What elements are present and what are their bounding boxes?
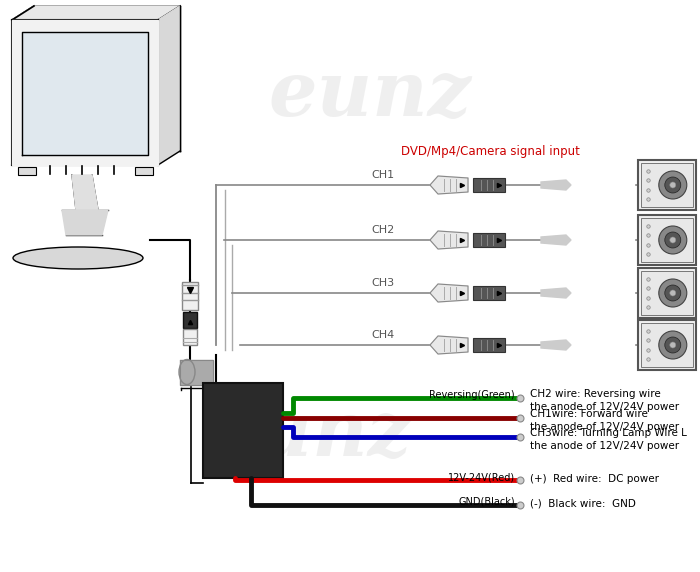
Bar (183, 312, 197, 328)
Bar (183, 329, 197, 345)
Polygon shape (12, 20, 158, 165)
Text: DVD/Mp4/Camera signal input: DVD/Mp4/Camera signal input (400, 145, 580, 158)
Text: eunz: eunz (269, 58, 472, 132)
Bar (18, 167, 36, 175)
Circle shape (659, 331, 687, 359)
Polygon shape (158, 6, 180, 165)
Bar (641, 218, 693, 262)
Polygon shape (12, 6, 180, 20)
Circle shape (670, 182, 676, 188)
Text: CH2 wire: Reversing wire: CH2 wire: Reversing wire (530, 389, 661, 399)
Bar (641, 271, 693, 315)
Text: the anode of 12V/24V power: the anode of 12V/24V power (530, 422, 679, 432)
Circle shape (665, 285, 681, 301)
Text: the anode of 12V/24V power: the anode of 12V/24V power (530, 402, 679, 412)
Text: GND(Black): GND(Black) (458, 497, 515, 507)
Polygon shape (541, 340, 571, 350)
Bar (638, 160, 696, 210)
Bar (638, 215, 696, 265)
Text: the anode of 12V/24V power: the anode of 12V/24V power (530, 441, 679, 451)
Bar (638, 320, 696, 370)
Ellipse shape (179, 359, 195, 384)
Bar (203, 383, 283, 478)
Polygon shape (62, 210, 108, 235)
Circle shape (665, 177, 681, 193)
Bar (182, 282, 198, 310)
Text: (+)  Red wire:  DC power: (+) Red wire: DC power (530, 474, 659, 484)
Text: CH1: CH1 (372, 170, 395, 180)
Bar (473, 338, 505, 352)
Text: CH3: CH3 (372, 278, 395, 288)
Polygon shape (541, 288, 571, 298)
Polygon shape (430, 231, 468, 249)
Text: eunz: eunz (209, 398, 412, 472)
Text: 12V-24V(Red): 12V-24V(Red) (448, 472, 515, 482)
Circle shape (665, 337, 681, 353)
Polygon shape (430, 284, 468, 302)
Circle shape (670, 237, 676, 243)
Polygon shape (180, 360, 213, 385)
Bar (638, 268, 696, 318)
Text: CH1wire: Forward wire: CH1wire: Forward wire (530, 409, 648, 419)
Polygon shape (72, 175, 98, 210)
Polygon shape (430, 176, 468, 194)
Polygon shape (22, 32, 148, 155)
Text: CH3wire: Turning Lamp Wire L: CH3wire: Turning Lamp Wire L (530, 428, 687, 438)
Polygon shape (430, 336, 468, 354)
Circle shape (659, 171, 687, 199)
Polygon shape (541, 180, 571, 190)
Circle shape (665, 232, 681, 248)
Circle shape (670, 290, 676, 296)
Bar (641, 323, 693, 367)
Circle shape (659, 226, 687, 254)
Circle shape (659, 279, 687, 307)
Text: (-)  Black wire:  GND: (-) Black wire: GND (530, 499, 636, 509)
Polygon shape (541, 235, 571, 245)
Bar (641, 163, 693, 207)
Text: CH4: CH4 (372, 330, 395, 340)
Bar (473, 233, 505, 247)
Text: CH2: CH2 (372, 225, 395, 235)
Circle shape (670, 342, 676, 348)
Ellipse shape (13, 247, 143, 269)
Bar (473, 178, 505, 192)
Bar (135, 167, 153, 175)
Text: Reversing(Green): Reversing(Green) (429, 390, 515, 400)
Bar (473, 286, 505, 300)
